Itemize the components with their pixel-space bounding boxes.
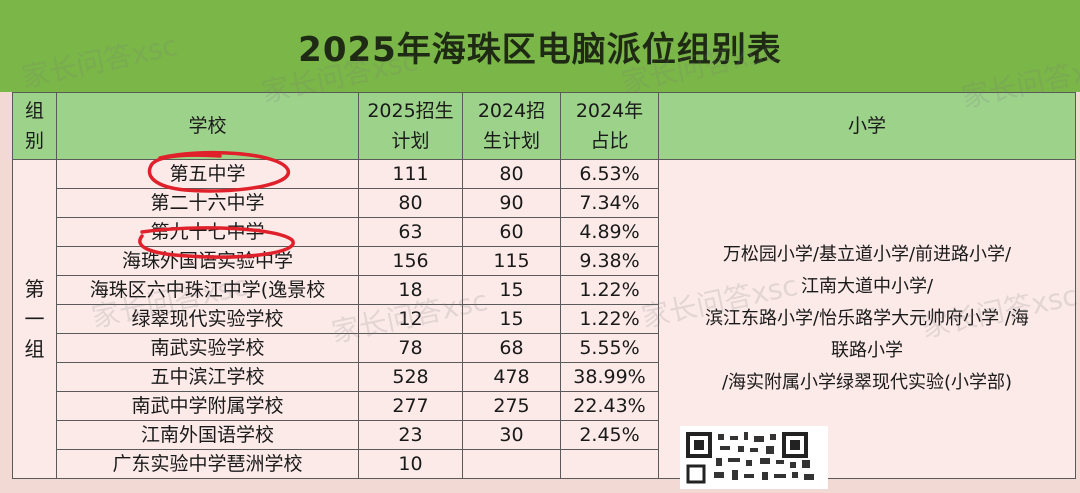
plan-2025-cell: 18 [358, 275, 463, 305]
ratio-2024-cell: 7.34% [560, 188, 659, 218]
plan-2025-cell: 80 [358, 188, 463, 218]
header-school: 学校 [56, 92, 359, 160]
ratio-2024-cell: 4.89% [560, 217, 659, 247]
plan-2024-cell: 60 [462, 217, 561, 247]
plan-2025-cell: 156 [358, 246, 463, 276]
plan-2024-cell [462, 449, 561, 479]
plan-2025-cell: 23 [358, 420, 463, 450]
plan-2024-cell: 68 [462, 333, 561, 363]
page-title: 2025年海珠区电脑派位组别表 [0, 0, 1080, 92]
plan-2025-cell: 78 [358, 333, 463, 363]
school-cell: 江南外国语学校 [56, 420, 359, 450]
plan-2025-cell: 111 [358, 159, 463, 189]
ratio-2024-cell: 2.45% [560, 420, 659, 450]
primary-schools-cell: 万松园小学/基立道小学/前进路小学/ 江南大道中小学/ 滨江东路小学/怡乐路学大… [658, 159, 1076, 479]
table-row: 南武实验学校 78 68 5.55% [13, 333, 1076, 363]
table-row: 广东实验中学琶洲学校 10 [13, 449, 1076, 479]
plan-2024-cell: 90 [462, 188, 561, 218]
group-label: 第 一 组 [12, 159, 57, 479]
school-cell: 南武实验学校 [56, 333, 359, 363]
plan-2025-cell: 10 [358, 449, 463, 479]
ratio-2024-cell [560, 449, 659, 479]
plan-2025-cell: 63 [358, 217, 463, 247]
plan-2025-cell: 528 [358, 362, 463, 392]
plan-2024-cell: 30 [462, 420, 561, 450]
table-row: 江南外国语学校 23 30 2.45% [13, 420, 1076, 450]
plan-2024-cell: 478 [462, 362, 561, 392]
ratio-2024-cell: 6.53% [560, 159, 659, 189]
table-header-row: 组 别 学校 2025招生 计划 2024招 生计划 2024年 占比 小学 [12, 92, 1076, 160]
table-row: 第 一 组第五中学 111 80 6.53% 万松园小学/基立道小学/前进路小学/ 江南… [12, 159, 1076, 479]
plan-2024-cell: 80 [462, 159, 561, 189]
plan-2024-cell: 15 [462, 275, 561, 305]
plan-2024-cell: 15 [462, 304, 561, 334]
school-cell: 海珠区六中珠江中学(逸景校 [56, 275, 359, 305]
header-ratio-2024: 2024年 占比 [560, 92, 659, 160]
plan-2024-cell: 275 [462, 391, 561, 421]
ratio-2024-cell: 38.99% [560, 362, 659, 392]
table-row: 五中滨江学校 528 478 38.99% [13, 362, 1076, 392]
ratio-2024-cell: 1.22% [560, 275, 659, 305]
school-cell: 第二十六中学 [56, 188, 359, 218]
header-group: 组 别 [12, 92, 57, 160]
table-row: 海珠区六中珠江中学(逸景校 18 15 1.22% [13, 275, 1076, 305]
plan-2025-cell: 277 [358, 391, 463, 421]
header-plan-2024: 2024招 生计划 [462, 92, 561, 160]
plan-2025-cell: 12 [358, 304, 463, 334]
qr-code-image [680, 426, 828, 489]
school-cell: 海珠外国语实验中学 [56, 246, 359, 276]
school-cell: 南武中学附属学校 [56, 391, 359, 421]
allocation-table: 组 别 学校 2025招生 计划 2024招 生计划 2024年 占比 小学 第… [12, 92, 1076, 479]
ratio-2024-cell: 9.38% [560, 246, 659, 276]
ratio-2024-cell: 22.43% [560, 391, 659, 421]
header-primary: 小学 [658, 92, 1076, 160]
school-cell: 第九十七中学 [56, 217, 359, 247]
table-row: 第二十六中学 80 90 7.34% [13, 188, 1076, 218]
table-row: 南武中学附属学校 277 275 22.43% [13, 391, 1076, 421]
ratio-2024-cell: 5.55% [560, 333, 659, 363]
header-plan-2025: 2025招生 计划 [358, 92, 463, 160]
school-cell: 第五中学 [56, 159, 359, 189]
school-cell: 绿翠现代实验学校 [56, 304, 359, 334]
plan-2024-cell: 115 [462, 246, 561, 276]
school-cell: 五中滨江学校 [56, 362, 359, 392]
school-cell: 广东实验中学琶洲学校 [56, 449, 359, 479]
table-row: 绿翠现代实验学校 12 15 1.22% [13, 304, 1076, 334]
ratio-2024-cell: 1.22% [560, 304, 659, 334]
